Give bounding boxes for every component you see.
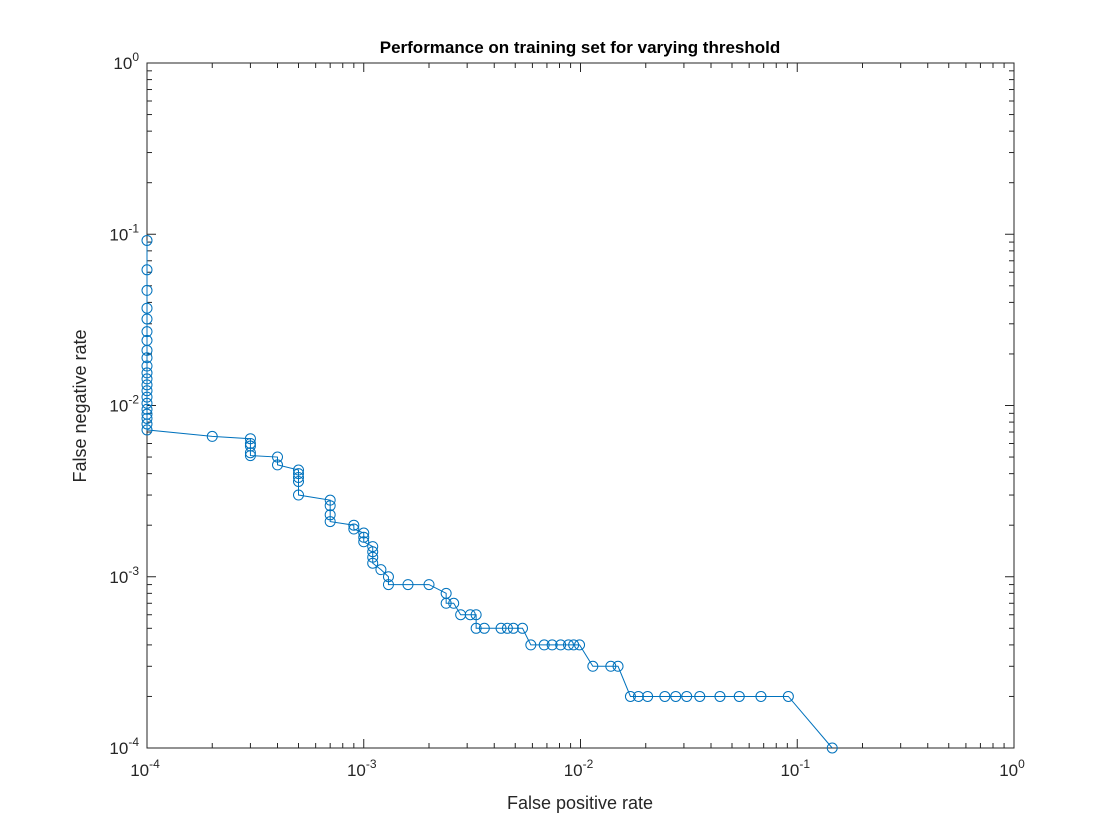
data-point-marker (382, 579, 394, 591)
data-point-marker (141, 302, 153, 314)
data-point-marker (642, 690, 654, 702)
data-point-marker (632, 690, 644, 702)
data-point-marker (470, 609, 482, 621)
data-point-marker (782, 690, 794, 702)
data-point-marker (141, 367, 153, 379)
data-point-marker (448, 597, 460, 609)
data-point-marker (826, 742, 838, 754)
x-tick-label: 100 (999, 757, 1025, 780)
data-point-marker (141, 264, 153, 276)
data-point-marker (659, 690, 671, 702)
data-point-marker (206, 430, 218, 442)
data-point-marker (272, 459, 283, 471)
y-tick-label: 10-3 (109, 564, 139, 587)
data-point-marker (244, 450, 256, 462)
plot-area: 10-4 10-3 10-2 10-1 100 10-4 10-3 10-2 10-1 100 (109, 50, 1025, 780)
data-point-marker (244, 433, 256, 445)
data-point-marker (293, 468, 304, 480)
data-point-marker (402, 579, 414, 591)
data-point-marker (681, 690, 693, 702)
y-axis-label: False negative rate (70, 329, 90, 482)
data-point-marker (670, 690, 682, 702)
data-point-marker (470, 622, 482, 634)
data-point-marker (141, 385, 153, 397)
data-point-marker (423, 579, 435, 591)
data-point-marker (141, 284, 153, 296)
data-point-marker (141, 344, 153, 356)
x-tick-label: 10-3 (347, 757, 377, 780)
data-point-marker (141, 313, 153, 325)
y-tick-label: 10-4 (109, 735, 139, 758)
data-point-marker (348, 519, 360, 531)
data-point-marker (141, 379, 153, 391)
data-point-marker (538, 639, 550, 651)
data-point-marker (367, 541, 379, 553)
data-point-marker (324, 500, 336, 512)
x-axis-label: False positive rate (507, 793, 653, 813)
data-point-marker (367, 557, 379, 569)
data-point-marker (141, 391, 153, 403)
data-point-marker (525, 639, 537, 651)
data-point-marker (141, 360, 153, 372)
data-point-marker (348, 523, 360, 535)
y-tick-label: 10-1 (109, 221, 139, 244)
data-point-marker (605, 660, 617, 672)
data-point-marker (358, 531, 370, 543)
data-point-marker (555, 639, 567, 651)
data-point-marker (293, 471, 304, 483)
data-point-marker (612, 660, 624, 672)
data-point-marker (293, 464, 304, 476)
data-point-marker (141, 326, 153, 338)
data-point-marker (624, 690, 636, 702)
data-point-marker (501, 622, 513, 634)
data-point-marker (141, 403, 153, 415)
data-point-marker (244, 437, 256, 449)
data-point-marker (478, 622, 490, 634)
data-point-marker (141, 373, 153, 385)
data-point-marker (574, 639, 586, 651)
data-point-marker (367, 546, 379, 558)
data-point-marker (358, 536, 370, 548)
data-point-marker (358, 527, 370, 539)
data-point-marker (324, 516, 336, 528)
series-layer (141, 234, 838, 754)
data-point-marker (517, 622, 528, 634)
data-point-marker (507, 622, 519, 634)
x-tick-label: 10-2 (564, 757, 594, 780)
data-point-marker (495, 622, 507, 634)
data-point-marker (714, 690, 726, 702)
data-point-marker (568, 639, 580, 651)
x-tick-label: 10-1 (780, 757, 810, 780)
data-point-marker (324, 494, 336, 506)
chart-title: Performance on training set for varying … (380, 38, 781, 57)
data-point-marker (546, 639, 558, 651)
y-tick-label: 10-2 (109, 393, 139, 416)
data-point-marker (562, 639, 574, 651)
y-tick-label: 100 (113, 50, 139, 73)
data-point-marker (464, 609, 476, 621)
data-point-marker (141, 424, 153, 436)
data-point-marker (293, 475, 304, 487)
data-point-marker (141, 397, 153, 409)
data-point-marker (694, 690, 706, 702)
data-point-marker (293, 489, 304, 501)
data-point-marker (244, 447, 256, 459)
data-point-marker (440, 597, 452, 609)
x-tick-label: 10-4 (130, 757, 160, 780)
data-point-marker (141, 412, 153, 424)
data-point-marker (367, 551, 379, 563)
data-point-marker (382, 571, 394, 583)
data-point-marker (141, 418, 153, 430)
data-point-marker (141, 352, 153, 364)
data-point-marker (375, 564, 387, 576)
data-point-marker (324, 509, 336, 521)
data-point-marker (733, 690, 745, 702)
data-point-marker (587, 660, 599, 672)
data-point-marker (755, 690, 767, 702)
data-point-marker (272, 451, 283, 463)
data-point-marker (141, 234, 153, 246)
